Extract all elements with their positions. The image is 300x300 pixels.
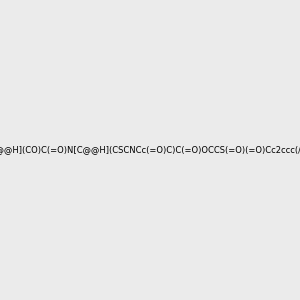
Text: COc1ccc(COC(=O)N[C@@H](CO)C(=O)N[C@@H](CSCNCc(=O)C)C(=O)OCCS(=O)(=O)Cc2ccc(/N=N/: COc1ccc(COC(=O)N[C@@H](CO)C(=O)N[C@@H](C… [0, 146, 300, 154]
